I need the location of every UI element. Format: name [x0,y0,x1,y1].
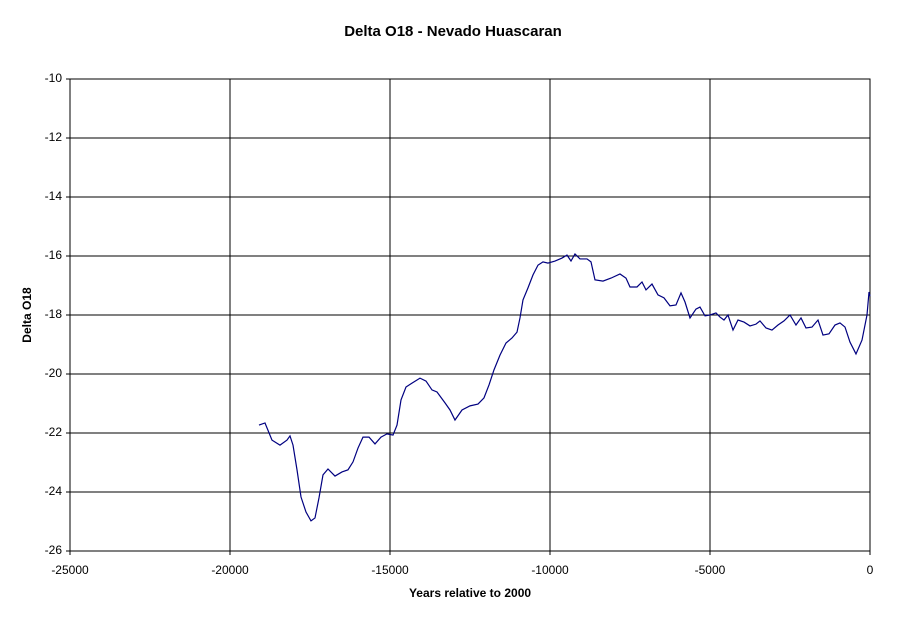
y-tick-label: -24 [45,484,63,498]
x-tick-label: -10000 [531,563,569,577]
y-tick-label: -12 [45,130,63,144]
x-tick-label: -20000 [211,563,249,577]
y-tick-label: -26 [45,543,63,557]
y-tick-label: -10 [45,71,63,85]
data-line [258,252,871,522]
x-tick-label: 0 [867,563,874,577]
y-axis-label: Delta O18 [20,287,34,343]
x-tick-label: -25000 [51,563,89,577]
x-tick-label: -15000 [371,563,409,577]
x-tick-label: -5000 [695,563,726,577]
y-tick-label: -18 [45,307,63,321]
chart-title: Delta O18 - Nevado Huascaran [344,23,562,40]
y-tick-label: -22 [45,425,63,439]
y-tick-label: -20 [45,366,63,380]
x-axis-label: Years relative to 2000 [409,586,531,600]
y-tick-label: -14 [45,189,63,203]
y-tick-label: -16 [45,248,63,262]
